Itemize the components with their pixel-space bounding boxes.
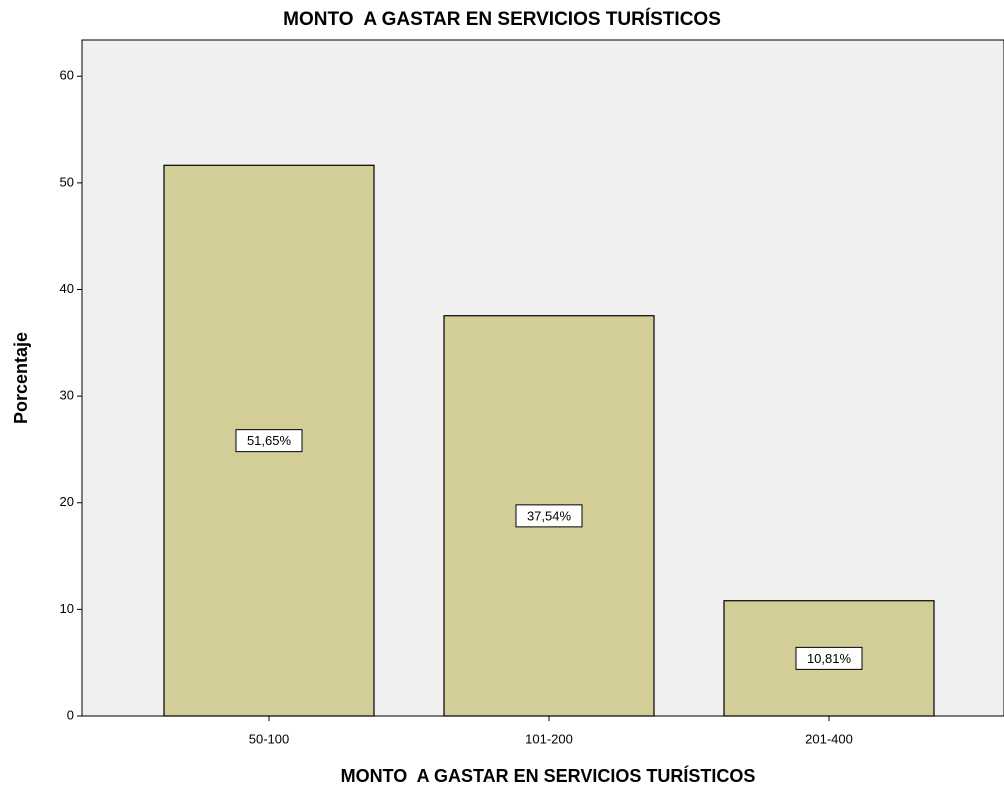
x-tick-label: 50-100 — [249, 731, 289, 746]
y-tick-label: 20 — [60, 494, 74, 509]
y-tick-label: 50 — [60, 174, 74, 189]
value-label: 51,65% — [247, 433, 292, 448]
y-tick-label: 10 — [60, 601, 74, 616]
y-tick-label: 30 — [60, 388, 74, 403]
x-tick-label: 101-200 — [525, 731, 573, 746]
value-label-box — [515, 504, 583, 528]
chart-title: MONTO A GASTAR EN SERVICIOS TURÍSTICOS — [283, 8, 721, 30]
y-tick-label: 40 — [60, 281, 74, 296]
y-axis-title: Porcentaje — [11, 332, 31, 424]
x-tick-label: 201-400 — [805, 731, 853, 746]
value-label-box — [795, 646, 863, 670]
value-label: 37,54% — [527, 508, 572, 523]
x-axis-title: MONTO A GASTAR EN SERVICIOS TURÍSTICOS — [341, 765, 756, 786]
value-label-box — [235, 429, 303, 453]
value-label: 10,81% — [807, 651, 852, 666]
y-tick-label: 0 — [67, 707, 74, 722]
y-tick-label: 60 — [60, 68, 74, 83]
